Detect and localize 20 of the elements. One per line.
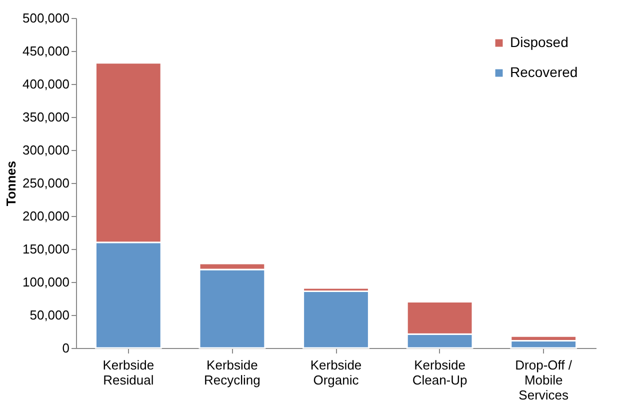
y-axis-title: Tonnes xyxy=(4,160,19,206)
y-tick-label: 300,000 xyxy=(22,142,70,158)
y-tick-label: 100,000 xyxy=(22,274,70,290)
y-tick-label: 200,000 xyxy=(22,208,70,224)
legend-label: Disposed xyxy=(510,34,568,50)
bar xyxy=(302,290,370,349)
y-tick-label: 150,000 xyxy=(22,242,70,256)
x-tick-label: Kerbside Clean-Up xyxy=(412,358,468,388)
y-tick-label: 50,000 xyxy=(30,308,70,322)
legend-label: Recovered xyxy=(510,64,578,80)
x-tick-label: Kerbside Recycling xyxy=(204,358,260,388)
y-tick-label: 350,000 xyxy=(22,110,70,124)
x-tick-label: Kerbside Organic xyxy=(310,358,362,388)
y-tick-label: 0 xyxy=(62,340,70,356)
y-tick-label: 400,000 xyxy=(22,76,70,92)
y-tick-label: 250,000 xyxy=(22,176,70,190)
x-tick-label: Drop-Off / Mobile Services xyxy=(515,358,572,402)
x-tick-label: Kerbside Residual xyxy=(102,358,154,388)
y-tick-label: 500,000 xyxy=(22,10,70,26)
y-tick-label: 450,000 xyxy=(22,44,70,58)
